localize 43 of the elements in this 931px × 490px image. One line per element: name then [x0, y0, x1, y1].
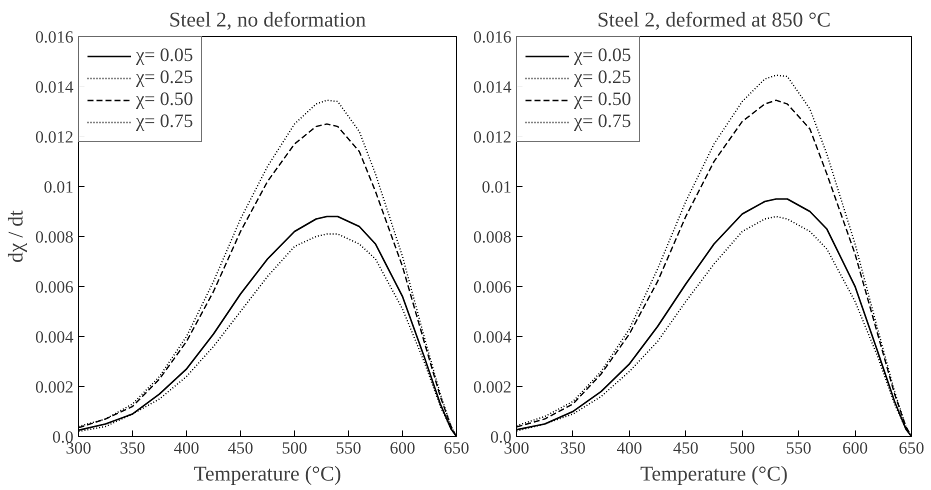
y-tick-label: 0.014: [35, 78, 74, 96]
legend-label: χ= 0.25: [574, 67, 632, 89]
x-tick-label: 600: [390, 438, 416, 458]
y-tick-label: 0.012: [473, 128, 512, 146]
legend-label: χ= 0.75: [574, 111, 632, 133]
y-tick-label: 0.006: [35, 278, 74, 296]
legend-label: χ= 0.50: [136, 89, 194, 111]
x-tick-label: 650: [898, 438, 924, 458]
x-axis-title: Temperature (°C): [194, 462, 342, 486]
chart-title: Steel 2, no deformation: [168, 8, 367, 32]
y-tick-label: 0.004: [473, 328, 512, 346]
chart-title: Steel 2, deformed at 850 °C: [597, 8, 831, 32]
y-tick-label: 0.004: [35, 328, 74, 346]
x-tick-label: 400: [174, 438, 200, 458]
y-tick-label: 0.016: [473, 28, 512, 46]
x-tick-label: 500: [282, 438, 308, 458]
x-tick-label: 350: [120, 438, 146, 458]
y-tick-label: 0.01: [482, 178, 512, 196]
y-axis-title: dχ / dt: [3, 210, 28, 263]
x-axis-title: Temperature (°C): [640, 462, 788, 486]
y-tick-label: 0.012: [35, 128, 74, 146]
x-tick-label: 500: [729, 438, 755, 458]
y-tick-label: 0.002: [473, 378, 512, 396]
x-tick-label: 550: [786, 438, 812, 458]
x-tick-label: 450: [228, 438, 254, 458]
y-tick-label: 0.014: [473, 78, 512, 96]
x-tick-label: 400: [616, 438, 642, 458]
x-tick-label: 650: [444, 438, 470, 458]
x-tick-label: 350: [560, 438, 586, 458]
x-tick-label: 600: [842, 438, 868, 458]
legend-label: χ= 0.50: [574, 89, 632, 111]
y-tick-label: 0.01: [44, 178, 74, 196]
y-tick-label: 0.016: [35, 28, 74, 46]
y-tick-label: 0.006: [473, 278, 512, 296]
legend-label: χ= 0.05: [136, 45, 194, 67]
y-tick-label: 0.008: [473, 228, 512, 246]
legend-label: χ= 0.05: [574, 45, 632, 67]
legend-label: χ= 0.75: [136, 111, 194, 133]
y-tick-label: 0.002: [35, 378, 74, 396]
x-tick-label: 550: [336, 438, 362, 458]
legend-label: χ= 0.25: [136, 67, 194, 89]
y-tick-label: 0.008: [35, 228, 74, 246]
x-tick-label: 450: [673, 438, 699, 458]
